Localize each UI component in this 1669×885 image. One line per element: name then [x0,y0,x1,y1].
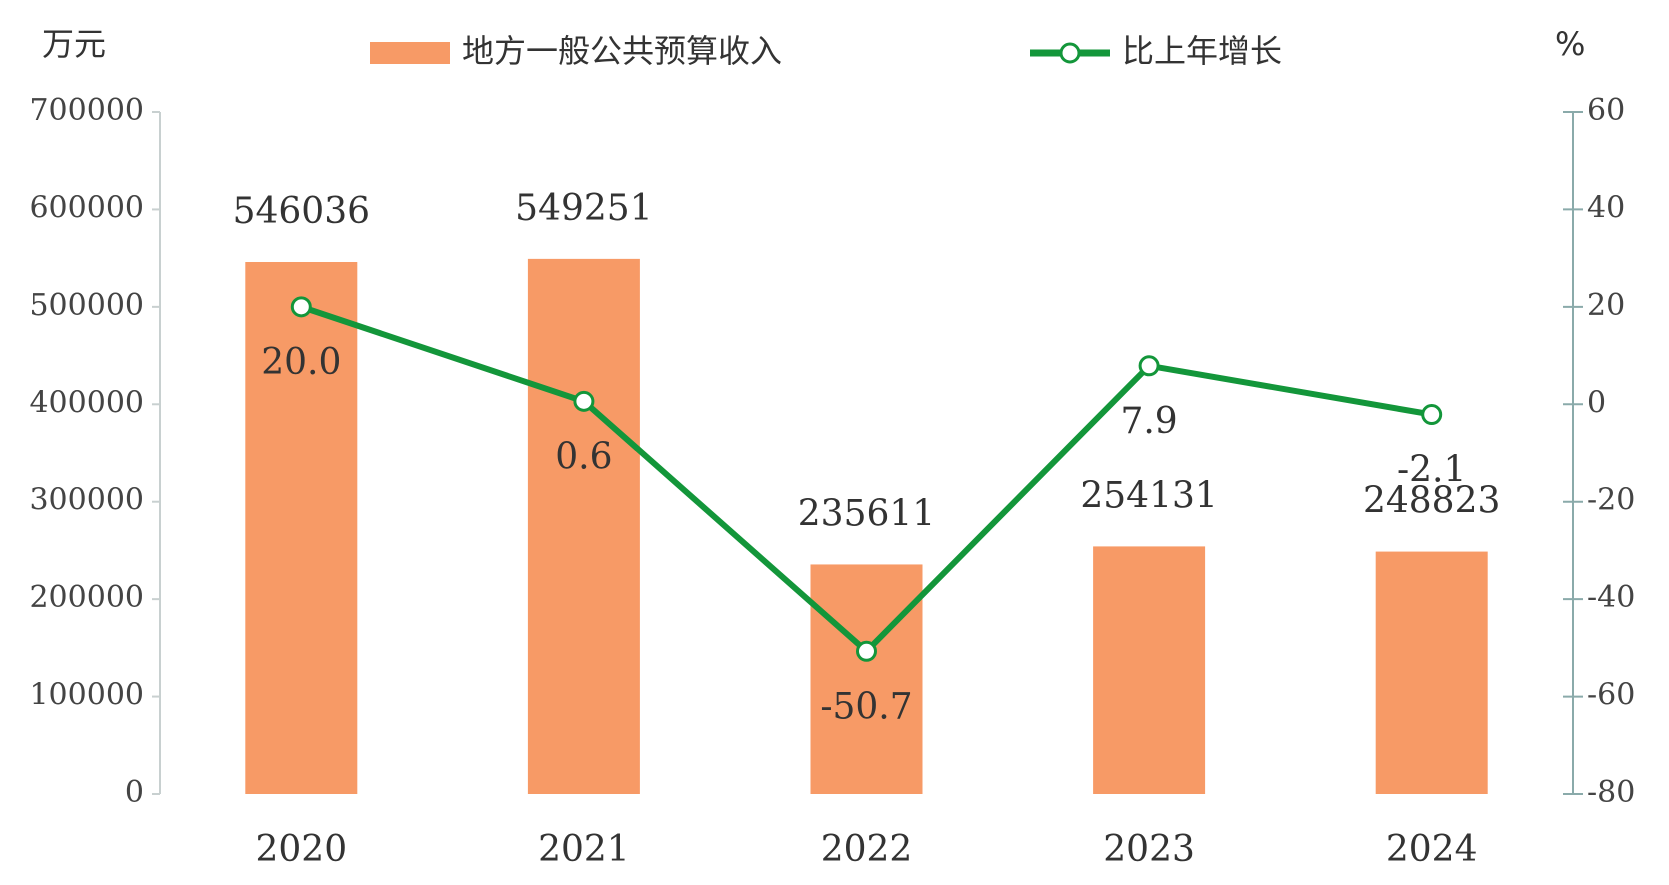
x-tick-label: 2024 [1386,829,1478,870]
y2-tick-label: -20 [1587,483,1635,518]
legend-label: 比上年增长 [1122,32,1282,70]
line-marker [290,296,312,318]
line-value-label: 20.0 [261,342,341,383]
line-marker [573,390,595,412]
y-tick-label: 400000 [29,385,144,420]
line-value-label: -2.1 [1397,450,1466,491]
line-value-label: -50.7 [820,686,912,727]
x-tick-label: 2020 [255,829,347,870]
y-tick-label: 100000 [29,678,144,713]
bar [1093,546,1206,794]
y2-tick-label: -60 [1587,678,1635,713]
legend-label: 地方一般公共预算收入 [462,32,782,70]
x-tick-label: 2022 [821,829,913,870]
line-marker [856,640,877,662]
y2-tick-label: 0 [1587,385,1606,420]
y2-tick-label: 40 [1587,190,1625,225]
line-marker [1421,404,1443,426]
y2-tick-label: 60 [1587,93,1625,128]
bar [527,258,640,795]
x-tick-label: 2021 [538,829,630,870]
bar-value-label: 254131 [1080,475,1217,516]
y-tick-label: 300000 [29,483,144,518]
y-axis-unit: 万元 [42,25,106,63]
line-value-label: 7.9 [1120,401,1177,442]
line-value-label: 0.6 [555,436,612,477]
y-tick-label: 200000 [29,580,144,615]
y-tick-label: 0 [125,775,144,810]
y2-tick-label: 20 [1587,288,1625,323]
bar [810,564,923,794]
legend-swatch [370,42,450,64]
y-tick-label: 700000 [29,93,144,128]
bar-value-label: 546036 [233,191,370,232]
y-tick-label: 500000 [29,288,144,323]
bar-value-label: 235611 [798,493,935,534]
y2-axis-unit: % [1555,25,1585,63]
line-marker [1138,355,1160,377]
bar-value-label: 549251 [515,188,652,229]
y2-tick-label: -80 [1587,775,1635,810]
y-tick-label: 600000 [29,190,144,225]
legend-marker [1059,42,1081,64]
bar-value-label: 248823 [1363,481,1500,522]
y2-tick-label: -40 [1587,580,1635,615]
bar [1375,551,1488,794]
bar [245,262,358,795]
x-tick-label: 2023 [1103,829,1195,870]
